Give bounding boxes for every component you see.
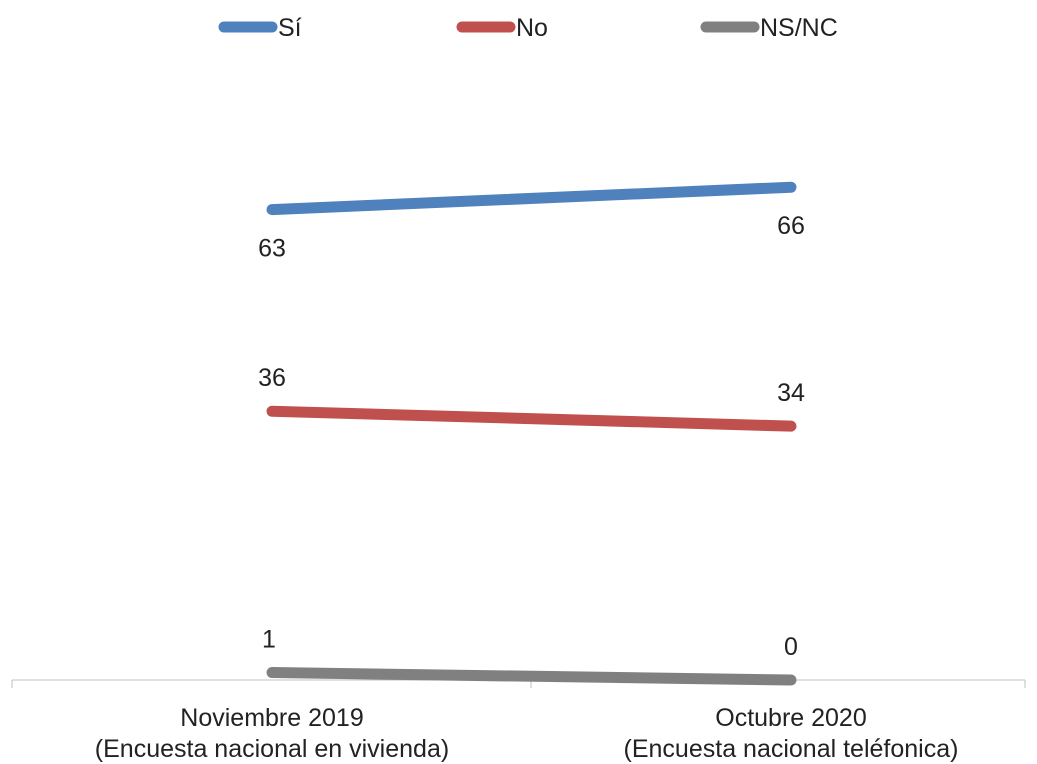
data-label-ns-nc: 0 xyxy=(784,633,798,661)
series-line-s xyxy=(266,181,797,216)
x-tick-label: Noviembre 2019 (Encuesta nacional en vivi… xyxy=(95,704,449,763)
data-label-no: 34 xyxy=(777,379,805,407)
x-axis: Noviembre 2019 (Encuesta nacional en vivi… xyxy=(11,679,1026,763)
data-label-s: 66 xyxy=(777,212,805,240)
legend-label-s: Sí xyxy=(278,14,302,42)
data-label-s: 63 xyxy=(258,235,286,263)
legend-label-ns-nc: NS/NC xyxy=(760,14,838,42)
x-tick-label: Octubre 2020 (Encuesta nacional teléfonic… xyxy=(624,704,959,763)
data-label-no: 36 xyxy=(258,364,286,392)
series-lines xyxy=(266,181,797,686)
data-label-ns-nc: 1 xyxy=(262,626,276,654)
legend: Sí No NS/NC xyxy=(218,14,838,42)
data-labels: 63 66 36 34 1 0 xyxy=(258,212,805,661)
series-line-ns-nc xyxy=(266,667,797,686)
legend-label-no: No xyxy=(516,14,548,42)
series-line-no xyxy=(266,405,797,432)
